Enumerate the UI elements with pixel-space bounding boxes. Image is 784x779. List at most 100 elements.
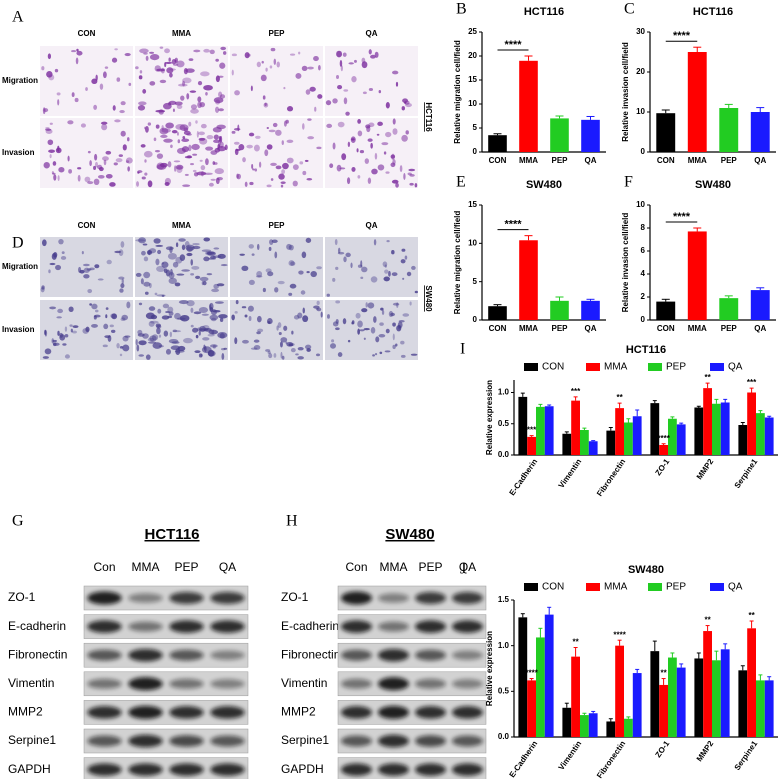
band bbox=[87, 706, 122, 719]
legend-swatch bbox=[710, 363, 724, 371]
cell bbox=[169, 72, 173, 78]
band bbox=[87, 620, 122, 633]
cell bbox=[261, 60, 264, 64]
cell bbox=[126, 301, 131, 309]
cell bbox=[147, 341, 157, 344]
cell bbox=[77, 167, 82, 170]
bar bbox=[588, 441, 598, 455]
cell bbox=[231, 53, 237, 57]
cell bbox=[357, 175, 361, 179]
cell bbox=[218, 75, 224, 78]
cell bbox=[76, 50, 83, 56]
error-bar bbox=[582, 712, 587, 716]
cell bbox=[292, 164, 299, 170]
cell bbox=[159, 162, 168, 168]
cell bbox=[102, 71, 107, 79]
legend-swatch bbox=[586, 583, 600, 591]
significance-label: **** bbox=[504, 219, 522, 231]
cell bbox=[144, 159, 147, 163]
cell bbox=[178, 300, 189, 305]
cell bbox=[147, 180, 153, 188]
cell bbox=[127, 166, 130, 172]
significance-label: *** bbox=[527, 426, 537, 435]
cell bbox=[139, 48, 149, 54]
cell bbox=[209, 314, 219, 321]
error-bar bbox=[626, 418, 631, 423]
cell bbox=[113, 162, 118, 166]
cell bbox=[381, 142, 389, 146]
cell bbox=[334, 238, 338, 246]
y-tick-label: 8 bbox=[641, 223, 646, 232]
cell bbox=[205, 158, 209, 166]
cell bbox=[385, 131, 392, 138]
cell bbox=[340, 65, 343, 72]
cell bbox=[268, 353, 273, 359]
cell bbox=[351, 320, 355, 325]
band bbox=[210, 735, 245, 747]
band bbox=[451, 620, 484, 633]
cell bbox=[89, 160, 92, 167]
cell bbox=[167, 252, 177, 260]
cell bbox=[314, 106, 317, 112]
band bbox=[451, 592, 484, 604]
cell bbox=[295, 353, 299, 356]
band bbox=[414, 592, 447, 604]
cell bbox=[176, 104, 183, 109]
cell bbox=[148, 306, 156, 311]
significance-label: ** bbox=[660, 669, 667, 678]
cell bbox=[283, 325, 288, 331]
cell bbox=[315, 307, 319, 311]
protein-label: GAPDH bbox=[281, 762, 324, 776]
cell bbox=[326, 293, 330, 297]
cell bbox=[152, 342, 162, 349]
cell bbox=[300, 290, 306, 295]
bar bbox=[550, 118, 569, 152]
cell bbox=[281, 169, 286, 175]
blot-strip bbox=[83, 757, 249, 779]
cell bbox=[53, 174, 57, 181]
cell bbox=[192, 242, 200, 246]
cell bbox=[401, 248, 406, 252]
cell bbox=[406, 271, 412, 277]
protein-label: Serpine1 bbox=[8, 733, 56, 747]
legend-swatch bbox=[648, 363, 662, 371]
cell bbox=[332, 142, 336, 150]
cell bbox=[404, 255, 408, 260]
cell bbox=[64, 354, 70, 359]
cell bbox=[219, 141, 224, 148]
cell bbox=[391, 272, 398, 277]
cell bbox=[263, 102, 269, 108]
cell bbox=[177, 345, 186, 352]
cell bbox=[84, 176, 91, 183]
error-bar bbox=[670, 652, 675, 658]
cell bbox=[262, 287, 266, 293]
cell bbox=[160, 134, 168, 139]
cell bbox=[169, 68, 176, 71]
chart-title: SW480 bbox=[628, 564, 664, 576]
cell bbox=[191, 265, 200, 270]
cell bbox=[231, 314, 235, 321]
x-tick-label: MMA bbox=[688, 156, 707, 165]
error-bar bbox=[714, 650, 719, 661]
cell bbox=[392, 128, 398, 135]
cell bbox=[58, 238, 64, 245]
cell bbox=[156, 265, 166, 273]
cell bbox=[203, 84, 213, 91]
bar bbox=[650, 403, 660, 455]
cell bbox=[127, 137, 130, 142]
cell bbox=[135, 66, 139, 70]
y-axis-label: Relative expression bbox=[485, 380, 494, 455]
protein-label: Vimentin bbox=[8, 676, 54, 690]
cell bbox=[57, 330, 60, 336]
cell bbox=[219, 62, 226, 69]
cell bbox=[159, 46, 164, 49]
cell bbox=[378, 333, 386, 338]
bar bbox=[488, 135, 507, 152]
bar bbox=[580, 430, 589, 455]
cell bbox=[165, 269, 171, 277]
x-tick-label: MMA bbox=[519, 324, 538, 333]
column-label: QA bbox=[366, 29, 378, 38]
error-bar bbox=[538, 403, 543, 407]
cell bbox=[216, 124, 226, 130]
error-bar bbox=[493, 304, 502, 307]
